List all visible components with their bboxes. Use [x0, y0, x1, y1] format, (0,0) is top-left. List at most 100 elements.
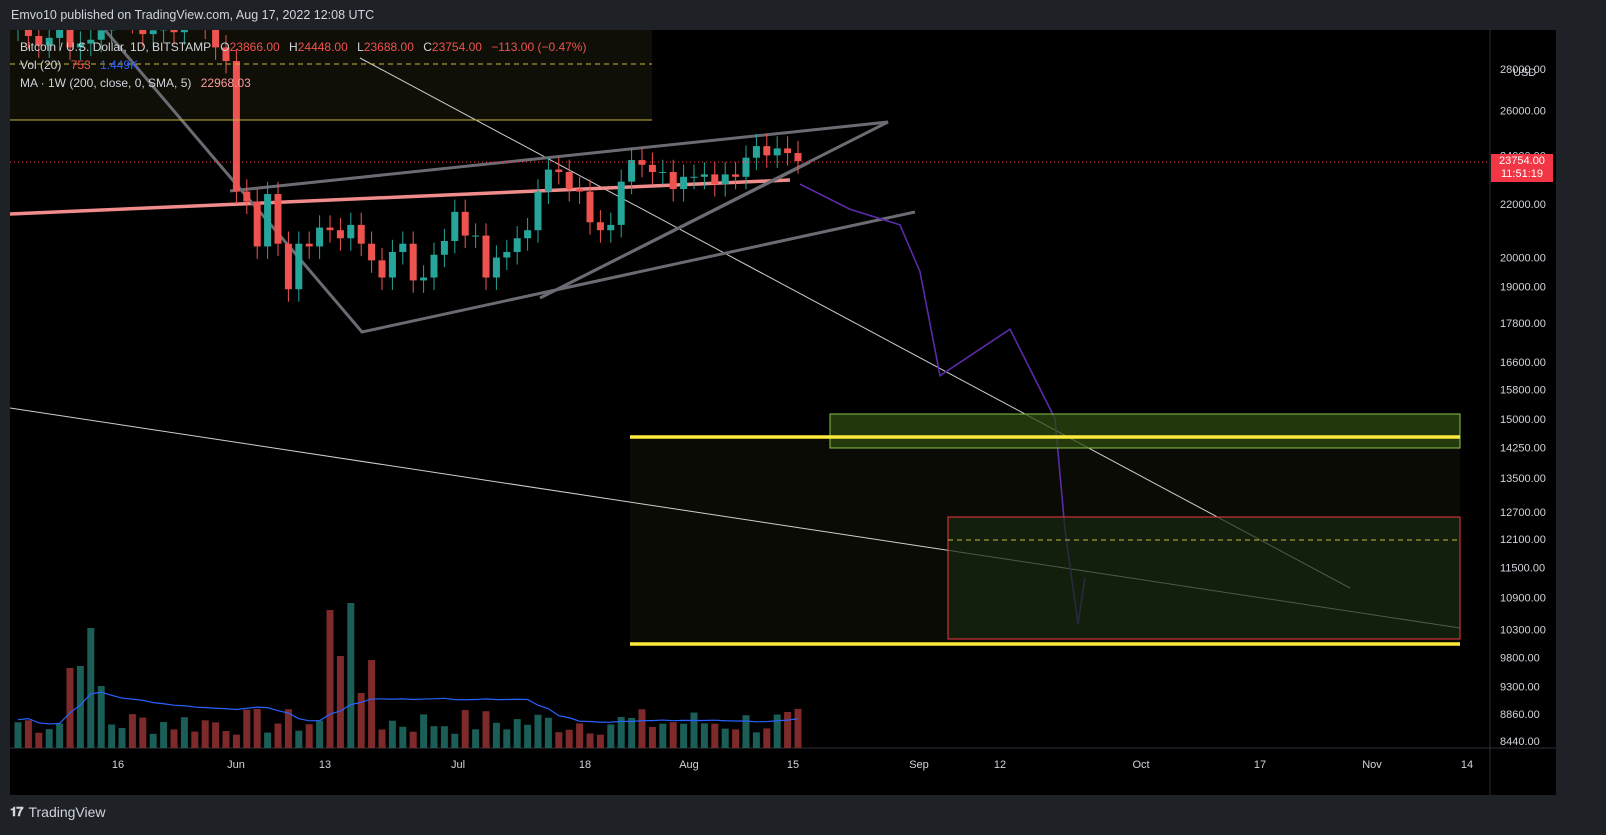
volume-bar: [555, 732, 563, 748]
candle-body: [222, 47, 230, 62]
candle-body: [752, 146, 760, 158]
volume-bar: [711, 723, 719, 748]
candle-body: [503, 251, 511, 258]
legend-high: 24448.00: [297, 40, 348, 54]
volume-bar: [191, 731, 199, 748]
volume-bar: [565, 729, 573, 748]
volume-bar: [607, 724, 615, 748]
candle-body: [409, 243, 417, 281]
candle-body: [659, 171, 667, 173]
price-chart[interactable]: 28000.0026000.0024000.0022000.0020000.00…: [10, 30, 1556, 795]
volume-bar: [752, 732, 760, 748]
volume-bar: [180, 717, 188, 748]
volume-bar: [388, 720, 396, 748]
volume-bar: [472, 729, 480, 748]
candle-body: [336, 230, 344, 239]
price-tick-label: 16600.00: [1500, 357, 1546, 369]
volume-bar: [503, 729, 511, 748]
volume-bar: [534, 714, 542, 748]
volume-bar: [648, 726, 656, 748]
legend-ma-value: 22968.03: [200, 76, 251, 90]
volume-bar: [76, 666, 84, 748]
volume-bar: [128, 714, 136, 748]
rising-wedge: [229, 120, 889, 300]
time-tick-label: 18: [579, 759, 591, 771]
time-tick-label: Oct: [1132, 759, 1149, 771]
volume-bar: [544, 717, 552, 748]
candle-body: [232, 61, 240, 192]
price-tick-label: 12100.00: [1500, 534, 1546, 546]
legend-vol-label: Vol (20): [20, 58, 62, 72]
volume-bar: [700, 723, 708, 748]
volume-bar: [222, 731, 230, 748]
volume-bar: [357, 693, 365, 748]
candle-body: [555, 169, 563, 172]
candle-body: [24, 30, 32, 36]
volume-bar: [794, 708, 802, 748]
volume-bar: [66, 668, 74, 748]
price-tick-label: 17800.00: [1500, 318, 1546, 330]
volume-bar: [35, 732, 43, 748]
volume-bar: [721, 728, 729, 748]
volume-bar: [513, 719, 521, 748]
volume-bar: [14, 722, 22, 748]
candle-body: [617, 181, 625, 225]
volume-bar: [482, 711, 490, 748]
candle-body: [669, 171, 677, 190]
candle-body: [180, 30, 188, 33]
candle-body: [492, 257, 500, 278]
candle-body: [721, 174, 729, 185]
candle-body: [253, 201, 261, 247]
volume-bar: [232, 734, 240, 748]
volume-bar: [316, 720, 324, 748]
legend-close-label: C: [423, 40, 432, 54]
footer-brand: TradingView: [28, 804, 106, 820]
chart-area[interactable]: 28000.0026000.0024000.0022000.0020000.00…: [10, 30, 1556, 795]
volume-bar: [24, 720, 32, 748]
price-tick-label: 10900.00: [1500, 593, 1546, 605]
candle-body: [513, 238, 521, 252]
time-tick-label: 14: [1461, 759, 1473, 771]
volume-bar: [576, 723, 584, 748]
volume-bar: [378, 729, 386, 748]
candle-body: [378, 260, 386, 278]
volume-bar: [461, 710, 469, 748]
trendline-steep: [359, 57, 1351, 589]
candle-body: [243, 191, 251, 202]
candle-body: [586, 191, 594, 223]
volume-bar: [763, 728, 771, 748]
volume-bar: [784, 711, 792, 748]
time-tick-label: 12: [994, 759, 1006, 771]
candle-body: [399, 243, 407, 252]
time-tick-label: 13: [319, 759, 331, 771]
volume-bar: [170, 729, 178, 748]
time-tick-label: Jul: [451, 759, 465, 771]
legend-ma-label: MA · 1W (200, close, 0, SMA, 5): [20, 76, 192, 90]
time-tick-label: 16: [112, 759, 124, 771]
volume-bar: [243, 709, 251, 748]
candle-body: [87, 39, 95, 44]
legend-low-label: L: [357, 40, 364, 54]
volume-bar: [492, 722, 500, 748]
time-axis[interactable]: 16 Jun 13 Jul 18 Aug 15 Sep 12 Oct 17 Nov 14: [112, 759, 1473, 771]
price-tick-label: 10300.00: [1500, 624, 1546, 636]
price-tick-label: 8440.00: [1500, 736, 1540, 748]
price-tick-label: 9800.00: [1500, 652, 1540, 664]
candle-body: [711, 174, 719, 185]
volume-bar: [326, 610, 334, 748]
candle-body: [690, 176, 698, 178]
price-tick-label: 9300.00: [1500, 682, 1540, 694]
volume-bar: [305, 724, 313, 748]
price-tick-label: 12700.00: [1500, 507, 1546, 519]
publisher-line: Emvo10 published on TradingView.com, Aug…: [11, 8, 375, 22]
time-tick-label: 17: [1254, 759, 1266, 771]
candle-body: [576, 189, 584, 192]
volume-bar: [108, 724, 116, 748]
candle-body: [274, 194, 282, 244]
legend-symbol: Bitcoin / U.S. Dollar, 1D, BITSTAMP: [20, 40, 211, 54]
candle-body: [628, 160, 636, 182]
volume-bars: [14, 603, 802, 748]
volume-bar: [596, 734, 604, 748]
volume-bar: [212, 722, 220, 748]
candle-body: [326, 227, 334, 231]
